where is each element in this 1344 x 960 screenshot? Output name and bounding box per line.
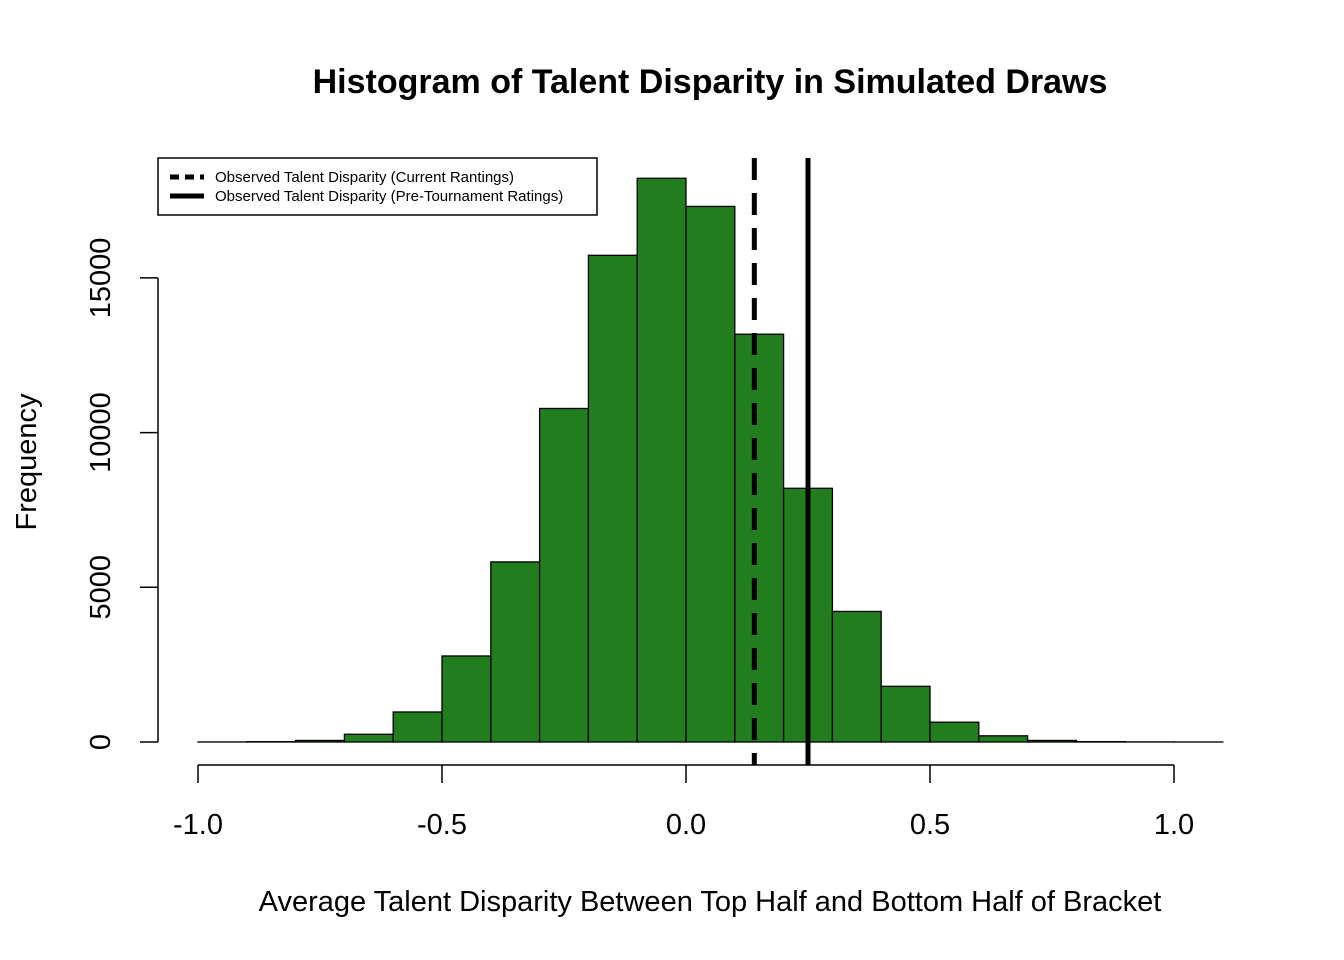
x-tick-label: 0.0 xyxy=(666,809,706,841)
x-axis-label: Average Talent Disparity Between Top Hal… xyxy=(259,886,1162,918)
histogram-bar-7 xyxy=(538,407,590,743)
histogram-bar-11 xyxy=(734,333,785,743)
x-tick-label: 0.5 xyxy=(910,809,950,841)
chart-title: Histogram of Talent Disparity in Simulat… xyxy=(313,63,1108,101)
histogram-bar-2 xyxy=(294,739,346,743)
legend: Observed Talent Disparity (Current Ranti… xyxy=(157,157,598,216)
histogram-bar-6 xyxy=(490,561,541,743)
histogram-bar-16 xyxy=(978,735,1029,743)
histogram-bar-9 xyxy=(636,177,687,743)
y-tick-label: 15000 xyxy=(85,238,117,319)
y-tick-label: 10000 xyxy=(85,392,117,473)
legend-box xyxy=(157,157,598,216)
histogram-bar-3 xyxy=(343,733,394,743)
legend-label-current: Observed Talent Disparity (Current Ranti… xyxy=(215,169,514,186)
x-axis: -1.0 -0.5 0.0 0.5 1.0 xyxy=(173,764,1194,841)
histogram-bar-13 xyxy=(831,610,882,743)
histogram-bar-4 xyxy=(392,711,443,743)
x-tick-label: 1.0 xyxy=(1154,809,1194,841)
x-tick-label: -1.0 xyxy=(173,809,223,841)
y-tick-label: 5000 xyxy=(85,555,117,620)
y-axis: 0 5000 10000 15000 xyxy=(85,238,159,750)
histogram-bar-8 xyxy=(587,254,638,743)
histogram-bar-10 xyxy=(685,205,736,743)
histogram-bar-14 xyxy=(880,685,931,743)
histogram-bar-15 xyxy=(929,721,980,743)
histogram-bar-17 xyxy=(1026,739,1078,743)
y-axis-label: Frequency xyxy=(11,393,43,531)
x-tick-label: -0.5 xyxy=(417,809,467,841)
legend-label-pre-tournament: Observed Talent Disparity (Pre-Tournamen… xyxy=(215,188,563,205)
reference-lines xyxy=(751,158,811,765)
histogram-bars xyxy=(197,177,1224,743)
histogram-bar-5 xyxy=(441,655,492,743)
y-tick-label: 0 xyxy=(85,734,117,750)
